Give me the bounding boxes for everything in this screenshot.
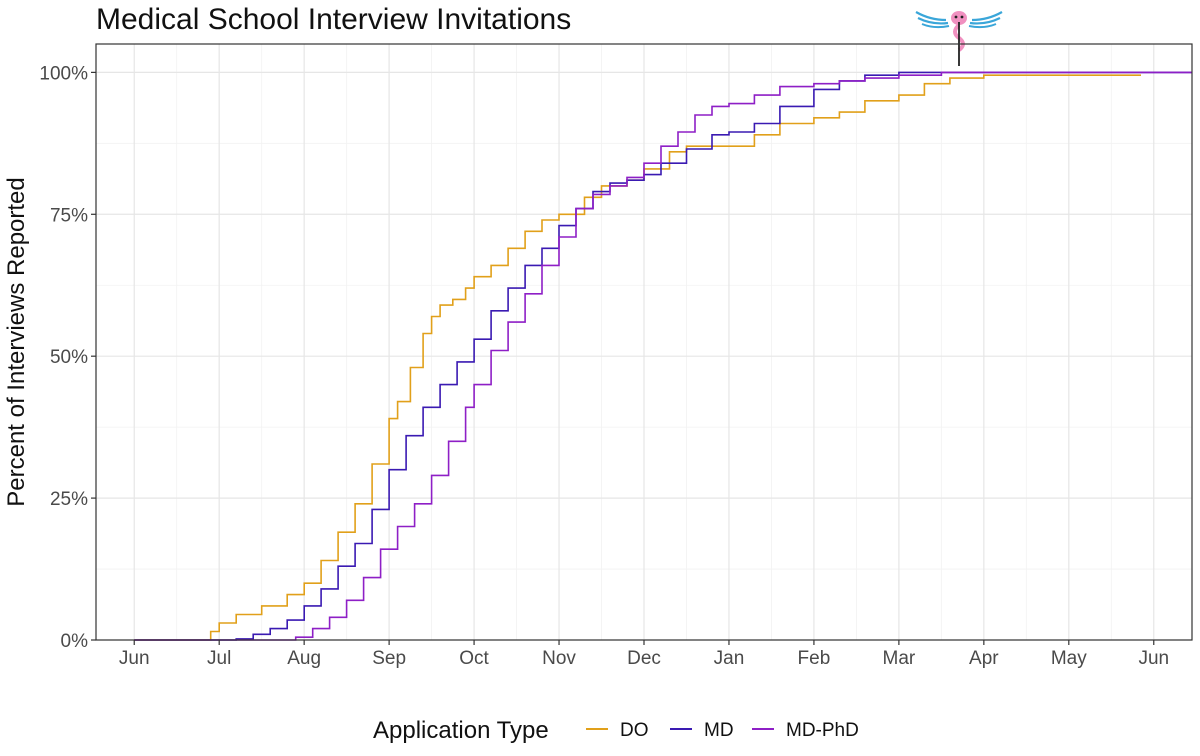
y-axis-label: Percent of Interviews Reported	[3, 177, 30, 507]
y-tick-label: 100%	[39, 63, 88, 84]
x-tick-label: Apr	[969, 648, 999, 669]
series-line-do	[134, 74, 1141, 641]
x-tick-label: Jan	[714, 648, 745, 669]
x-tick-label: Oct	[459, 648, 489, 669]
legend: Application Type DO MD MD-PhD	[373, 717, 859, 744]
x-tick-label: Mar	[883, 648, 916, 669]
y-tick-label: 75%	[50, 205, 88, 226]
chart-title: Medical School Interview Invitations	[96, 3, 571, 36]
legend-title: Application Type	[373, 717, 549, 744]
series-line-md	[134, 71, 1192, 641]
axolotl-icon	[915, 11, 1003, 66]
x-tick-label: Jul	[207, 648, 231, 669]
legend-label-do: DO	[620, 720, 649, 741]
x-tick-label: Aug	[287, 648, 321, 669]
brand-logo	[915, 11, 1003, 66]
x-tick-label: May	[1051, 648, 1087, 669]
legend-items: DO MD MD-PhD	[586, 720, 859, 741]
legend-label-md-phd: MD-PhD	[786, 720, 859, 741]
x-tick-label: Jun	[119, 648, 150, 669]
x-tick-label: Nov	[542, 648, 576, 669]
x-tick-label: Dec	[627, 648, 661, 669]
x-tick-label: Jun	[1138, 648, 1169, 669]
axes: Jun Jul Aug Sep Oct Nov Dec Jan Feb Mar Apr May Jun 0…	[39, 43, 1193, 669]
plot-panel-border	[95, 43, 1193, 641]
x-tick-label: Sep	[372, 648, 406, 669]
y-tick-label: 0%	[61, 631, 89, 652]
y-tick-label: 25%	[50, 489, 88, 510]
legend-label-md: MD	[704, 720, 734, 741]
y-tick-label: 50%	[50, 347, 88, 368]
series-line-md-phd	[134, 71, 1192, 641]
series-lines	[134, 71, 1192, 641]
x-tick-label: Feb	[798, 648, 831, 669]
grid	[96, 44, 1192, 641]
